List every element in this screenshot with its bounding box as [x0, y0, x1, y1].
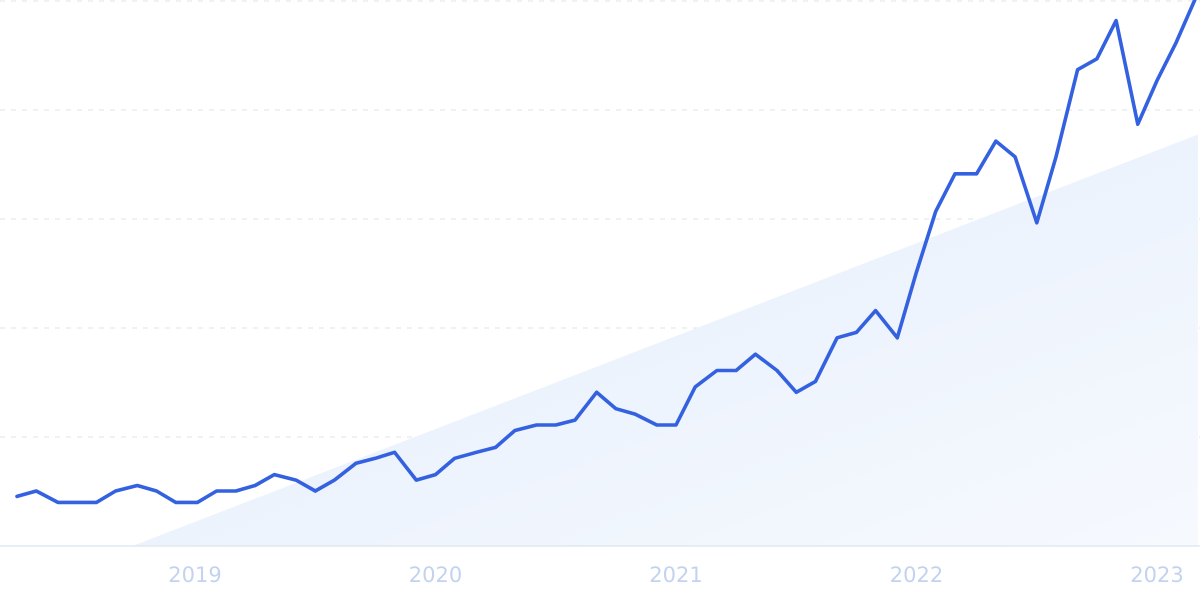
x-tick-label-2020: 2020	[409, 563, 462, 587]
x-tick-labels: 2019 2020 2021 2022 2023	[168, 563, 1183, 587]
x-tick-label-2021: 2021	[649, 563, 702, 587]
series-layer	[15, 0, 1197, 505]
x-tick-label-2019: 2019	[168, 563, 221, 587]
trend-band	[132, 134, 1198, 546]
x-tick-label-2023: 2023	[1130, 563, 1183, 587]
series-line-0	[15, 0, 1197, 505]
gridlines	[0, 0, 1200, 438]
x-tick-label-2022: 2022	[890, 563, 943, 587]
trend-band-area	[132, 134, 1198, 546]
